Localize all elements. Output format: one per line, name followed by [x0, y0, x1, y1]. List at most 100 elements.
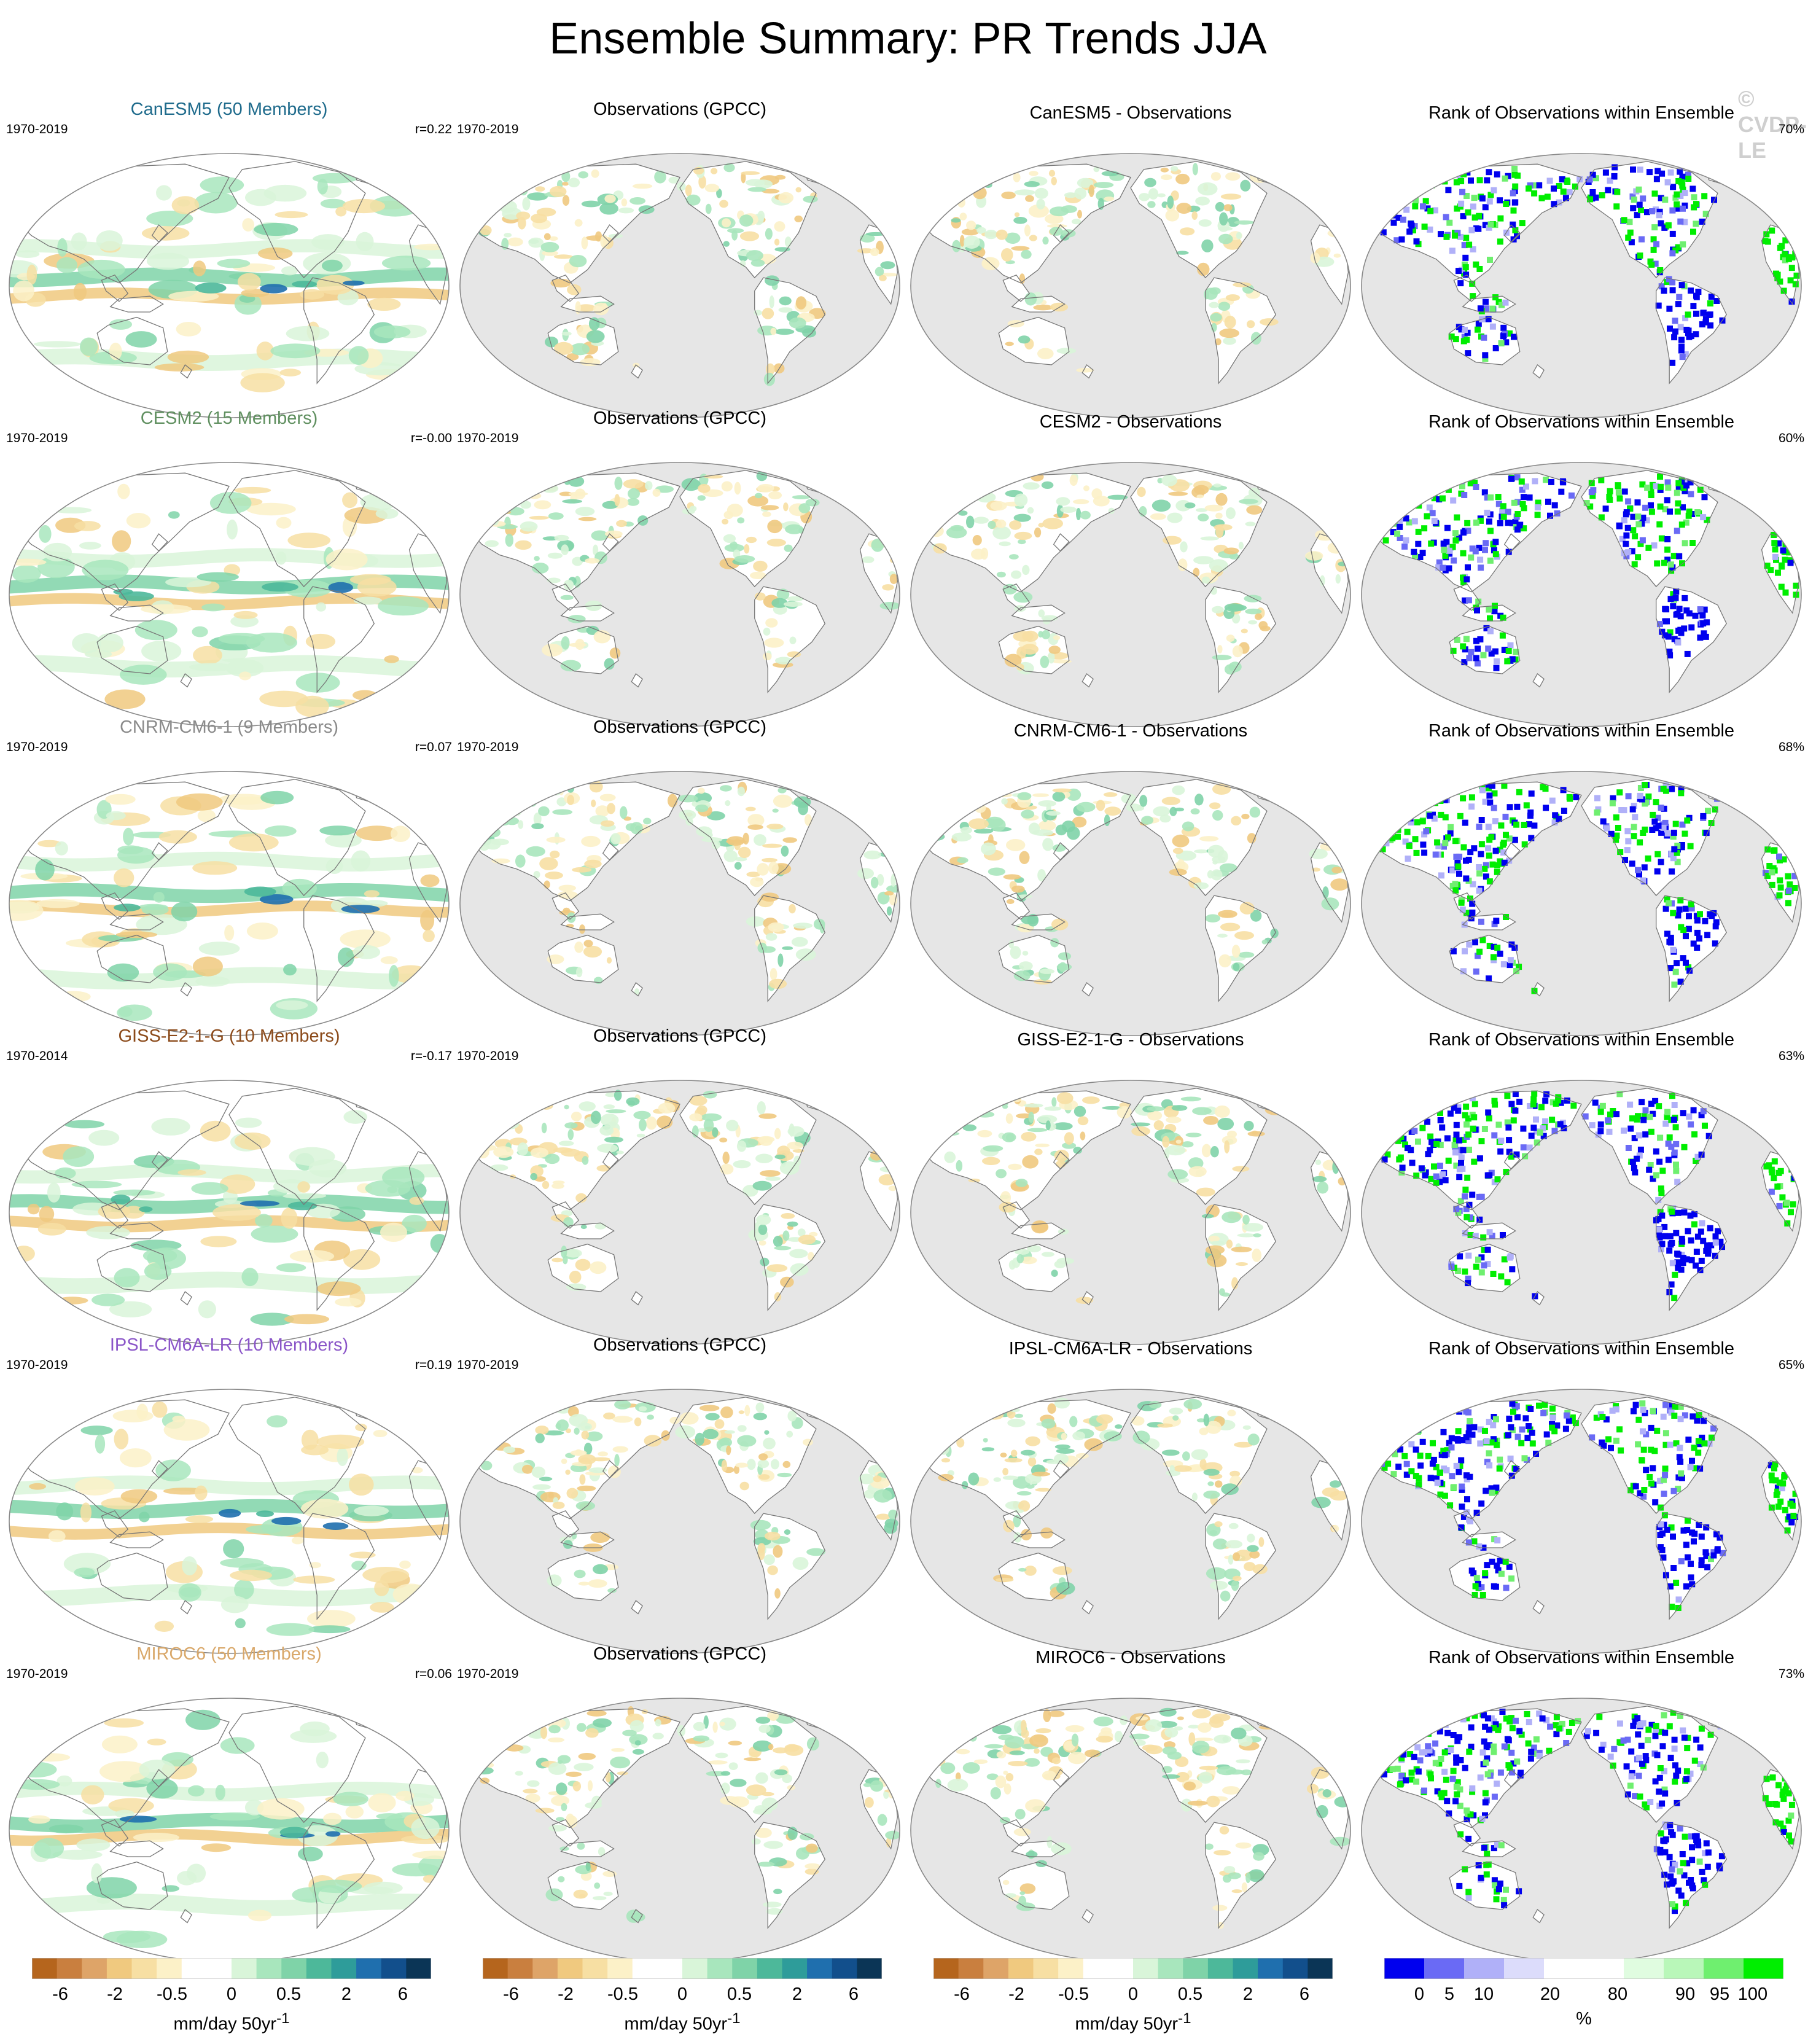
trend-patch — [607, 803, 615, 814]
rank-cell — [1500, 961, 1507, 968]
rank-cell — [1395, 214, 1402, 221]
obs-panel: Observations (GPCC) 1970-2019 — [456, 1334, 904, 1654]
rank-cell — [1459, 1165, 1466, 1172]
rank-cell — [1708, 820, 1715, 826]
land-mass — [1311, 843, 1349, 923]
land-mass — [1319, 816, 1349, 838]
trend-patch — [564, 1104, 569, 1110]
rank-cell — [1462, 254, 1469, 261]
trend-patch — [516, 1410, 527, 1423]
rank-cell — [1630, 205, 1637, 212]
rank-cell — [1368, 1441, 1375, 1448]
trend-patch — [293, 1575, 335, 1584]
trend-patch — [616, 1150, 624, 1155]
rank-cell — [1492, 1583, 1499, 1590]
trend-patch — [325, 548, 368, 571]
trend-patch — [1165, 1145, 1186, 1156]
rank-cell — [1697, 486, 1704, 493]
coastline — [101, 1819, 129, 1847]
trend-patch — [744, 544, 750, 554]
rank-cell — [1538, 195, 1545, 201]
trend-patch — [35, 859, 55, 881]
trend-patch — [1207, 845, 1225, 858]
trend-patch — [1042, 236, 1049, 245]
coastline — [560, 1531, 615, 1548]
rank-cell — [1710, 1425, 1717, 1432]
rank-cell — [1678, 1470, 1685, 1477]
trend-patch — [392, 1583, 429, 1605]
trend-patch — [981, 842, 996, 856]
rank-cell — [1674, 849, 1680, 856]
trend-patch — [737, 786, 745, 797]
trend-patch — [787, 1221, 798, 1227]
rank-cell — [1422, 1172, 1428, 1179]
rank-cell — [1675, 500, 1682, 507]
trend-patch — [561, 1149, 581, 1157]
trend-patch — [744, 1757, 762, 1761]
trend-patch — [544, 880, 550, 889]
trend-patch — [759, 1136, 773, 1146]
trend-patch — [1224, 316, 1236, 329]
trend-patch — [373, 325, 411, 338]
trend-patch — [1190, 808, 1200, 815]
trend-patch — [560, 595, 574, 600]
trend-patch — [535, 186, 545, 192]
rank-cell — [1476, 864, 1483, 870]
rank-cell — [1512, 199, 1519, 206]
rank-cell — [1491, 921, 1498, 927]
rank-cell — [1551, 1428, 1558, 1435]
trend-patch — [220, 1737, 255, 1754]
trend-patch — [193, 646, 222, 665]
trend-patch — [1013, 217, 1027, 224]
rank-cell — [1599, 1102, 1606, 1109]
rank-cell — [1723, 171, 1730, 178]
rank-cell — [1465, 528, 1471, 534]
rank-cell — [1675, 1265, 1682, 1271]
trend-patch — [1082, 1096, 1100, 1104]
coastline — [466, 1708, 680, 1828]
rank-cell — [1566, 189, 1573, 195]
rank-cell — [1772, 553, 1779, 560]
rank-cell — [1492, 848, 1499, 854]
rank-cell — [1667, 1233, 1674, 1239]
trend-patch — [567, 177, 580, 187]
trend-patch — [1147, 201, 1156, 208]
rank-cell — [1691, 1221, 1697, 1228]
rank-cell — [1661, 224, 1668, 231]
rank-cell — [1442, 840, 1449, 846]
trend-patch — [721, 481, 733, 492]
rank-cell — [1688, 287, 1694, 294]
rank-cell — [1469, 909, 1476, 916]
trend-patch — [125, 331, 157, 348]
trend-patch — [1237, 1233, 1256, 1238]
trend-patch — [528, 237, 544, 248]
trend-patch — [499, 1417, 512, 1426]
rank-cell — [1409, 186, 1416, 193]
coastline — [96, 625, 168, 674]
rank-cell — [1497, 1456, 1503, 1463]
land-mass — [1319, 507, 1349, 529]
rank-cell — [1642, 504, 1649, 511]
rank-cell — [1486, 878, 1493, 885]
coastline — [1368, 472, 1582, 593]
rank-cell — [1661, 1491, 1667, 1497]
trend-patch — [1148, 188, 1159, 200]
rank-cell — [1689, 540, 1696, 546]
obs-panel: Observations (GPCC) 1970-2019 — [456, 716, 904, 1036]
trend-patch — [234, 1579, 254, 1600]
rank-cell — [1388, 816, 1395, 823]
rank-cell — [1427, 208, 1434, 214]
rank-cell — [1707, 1225, 1713, 1231]
rank-cell — [1793, 1448, 1799, 1454]
trend-patch — [311, 1879, 362, 1894]
trend-patch — [885, 1830, 900, 1839]
coastline — [631, 1909, 643, 1924]
rank-cell — [1523, 802, 1530, 809]
trend-patch — [1104, 814, 1110, 827]
trend-patch — [733, 1465, 740, 1474]
rank-cell — [1769, 881, 1775, 888]
rank-cell — [1675, 912, 1682, 919]
trend-patch — [1071, 219, 1081, 225]
rank-cell — [1714, 171, 1720, 177]
rank-cell — [1473, 968, 1479, 975]
